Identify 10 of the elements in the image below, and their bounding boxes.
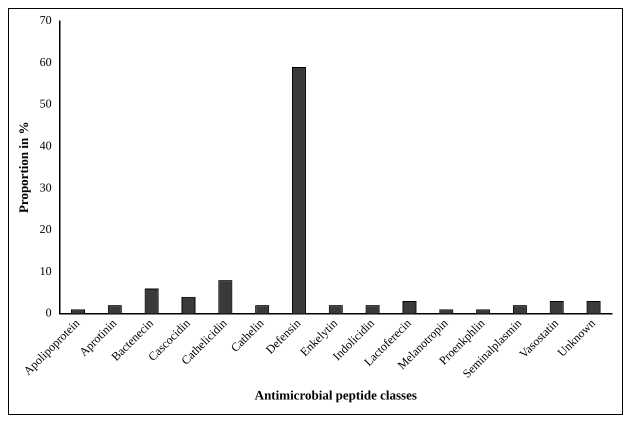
y-tick-label: 60 — [40, 54, 52, 69]
y-tick-label: 30 — [40, 180, 52, 194]
y-tick-label: 50 — [40, 96, 52, 111]
y-tick-label: 20 — [40, 222, 52, 236]
x-axis-title: Antimicrobial peptide classes — [254, 388, 417, 403]
y-tick-label: 0 — [46, 306, 52, 320]
y-tick-label: 70 — [40, 13, 52, 28]
y-tick-label: 40 — [40, 138, 52, 153]
y-tick-label: 10 — [40, 264, 52, 278]
y-axis-title: Proportion in % — [16, 122, 32, 214]
